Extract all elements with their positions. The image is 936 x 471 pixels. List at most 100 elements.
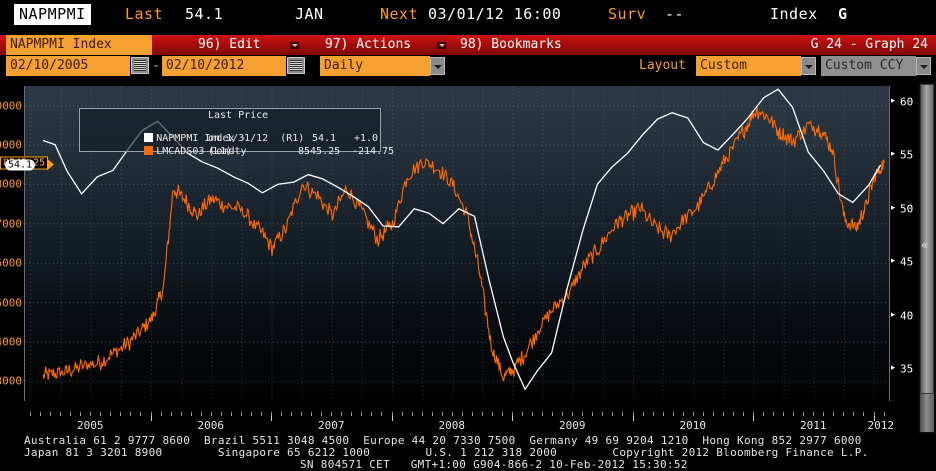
y-tick-left-4000: 4000 [0, 335, 22, 348]
x-axis-minor-tick [532, 412, 533, 416]
x-axis-minor-tick [311, 412, 312, 416]
x-axis-minor-tick [502, 412, 503, 416]
footer-line-3: SN 804571 CET GMT+1:00 G904-866-2 10-Feb… [300, 458, 688, 471]
chart-legend: Last Price NAPMPMI Index -on 1/31/12 (R1… [79, 108, 381, 152]
x-axis-minor-tick [201, 412, 202, 416]
header-ticker[interactable]: NAPMPMI [14, 4, 91, 25]
x-axis-minor-tick [161, 412, 162, 416]
x-axis-minor-tick [70, 412, 71, 416]
calendar-icon-to[interactable] [287, 57, 305, 74]
y-tick-right-45: 45 [900, 256, 913, 269]
legend-value-napmpmi: 54.1 [312, 133, 336, 144]
periodicity-select[interactable]: Daily [320, 56, 430, 76]
chevron-down-icon-periodicity[interactable] [430, 57, 445, 75]
chart-area: 300040005000600070008000900010000 354045… [0, 82, 920, 412]
x-axis-minor-tick [392, 412, 393, 416]
collapse-panel-icon[interactable]: « [921, 238, 928, 252]
x-axis-minor-tick [703, 412, 704, 416]
x-tick-label-2010: 2010 [680, 419, 707, 432]
legend-name-lmcads03: LMCADS03 Comdty [156, 146, 246, 157]
legend-change-lmcads03: -214.75 [352, 146, 394, 157]
y-tick-left-8000: 8000 [0, 178, 22, 191]
header-bar: NAPMPMI Last 54.1 JAN Next 03/01/12 16:0… [0, 0, 936, 31]
header-last-label: Last [125, 5, 163, 23]
legend-swatch-lmcads03 [144, 146, 153, 155]
date-to-input[interactable]: 02/10/2012 [162, 56, 286, 76]
ticker-field[interactable]: NAPMPMI Index [6, 35, 152, 55]
header-surv-value: -- [665, 5, 684, 23]
x-axis-minor-tick [843, 412, 844, 416]
x-axis-minor-tick [673, 412, 674, 416]
x-axis-minor-tick [542, 412, 543, 416]
header-next-value: 03/01/12 16:00 [428, 5, 561, 23]
y-tick-left-7000: 7000 [0, 217, 22, 230]
right-axis-price-badge: 54.1 [5, 160, 35, 171]
y-tick-left-9000: 9000 [0, 139, 22, 152]
x-axis-minor-tick [140, 412, 141, 416]
x-axis: 20052006200720082009201020112012 [24, 412, 890, 434]
x-axis-minor-tick [512, 412, 513, 416]
menu-item-edit[interactable]: 96) Edit [198, 35, 261, 55]
x-axis-minor-tick [472, 412, 473, 416]
x-axis-minor-tick [151, 412, 152, 416]
chevron-down-icon-actions[interactable] [437, 42, 446, 49]
y-tick-left-5000: 5000 [0, 296, 22, 309]
header-last-value: 54.1 [185, 5, 223, 23]
vertical-scrollbar[interactable]: « [918, 82, 936, 434]
x-axis-minor-tick [50, 412, 51, 416]
x-axis-minor-tick [462, 412, 463, 416]
x-axis-minor-tick [592, 412, 593, 416]
calendar-icon-from[interactable] [131, 57, 149, 74]
currency-select[interactable]: Custom CCY [821, 56, 916, 76]
plot-area[interactable]: Last Price NAPMPMI Index -on 1/31/12 (R1… [24, 86, 890, 401]
x-axis-minor-tick [602, 412, 603, 416]
x-axis-minor-tick [442, 412, 443, 416]
x-axis-minor-tick [291, 412, 292, 416]
x-axis-minor-tick [381, 412, 382, 416]
x-axis-minor-tick [402, 412, 403, 416]
x-axis-minor-tick [743, 412, 744, 416]
x-axis-minor-tick [783, 412, 784, 416]
x-axis-minor-tick [412, 412, 413, 416]
x-axis-minor-tick [361, 412, 362, 416]
y-axis-left: 300040005000600070008000900010000 [0, 86, 24, 401]
chevron-down-icon-currency[interactable] [916, 57, 931, 75]
date-from-input[interactable]: 02/10/2005 [6, 56, 130, 76]
x-axis-minor-tick [653, 412, 654, 416]
x-axis-minor-tick [582, 412, 583, 416]
x-axis-minor-tick [763, 412, 764, 416]
x-axis-minor-tick [663, 412, 664, 416]
legend-change-napmpmi: +1.0 [354, 133, 378, 144]
x-axis-minor-tick [321, 412, 322, 416]
x-axis-minor-tick [341, 412, 342, 416]
header-period: JAN [295, 5, 324, 23]
x-axis-minor-tick [351, 412, 352, 416]
header-next-label: Next [380, 5, 418, 23]
x-axis-minor-tick [130, 412, 131, 416]
x-axis-minor-tick [80, 412, 81, 416]
x-axis-minor-tick [90, 412, 91, 416]
menu-item-actions[interactable]: 97) Actions [325, 35, 411, 55]
menu-item-bookmarks[interactable]: 98) Bookmarks [460, 35, 562, 55]
graph-id-label: G 24 - Graph 24 [811, 35, 928, 55]
x-axis-minor-tick [331, 412, 332, 416]
bloomberg-terminal-screen: NAPMPMI Last 54.1 JAN Next 03/01/12 16:0… [0, 0, 936, 470]
x-axis-minor-tick [562, 412, 563, 416]
chevron-down-icon-edit[interactable] [290, 42, 299, 49]
x-axis-minor-tick [733, 412, 734, 416]
x-axis-minor-tick [181, 412, 182, 416]
x-tick-label-2005: 2005 [77, 419, 104, 432]
x-axis-minor-tick [863, 412, 864, 416]
y-axis-right: 354045505560 [890, 86, 920, 401]
x-axis-minor-tick [432, 412, 433, 416]
x-axis-minor-tick [30, 412, 31, 416]
x-axis-minor-tick [522, 412, 523, 416]
layout-select[interactable]: Custom [696, 56, 801, 76]
x-axis-minor-tick [251, 412, 252, 416]
chevron-down-icon-layout[interactable] [801, 57, 816, 75]
x-axis-minor-tick [823, 412, 824, 416]
x-axis-minor-tick [231, 412, 232, 416]
date-range-separator: - [152, 56, 160, 76]
toolbar: 02/10/2005 - 02/10/2012 Daily Layout Cus… [0, 56, 936, 77]
x-tick-label-2008: 2008 [439, 419, 466, 432]
